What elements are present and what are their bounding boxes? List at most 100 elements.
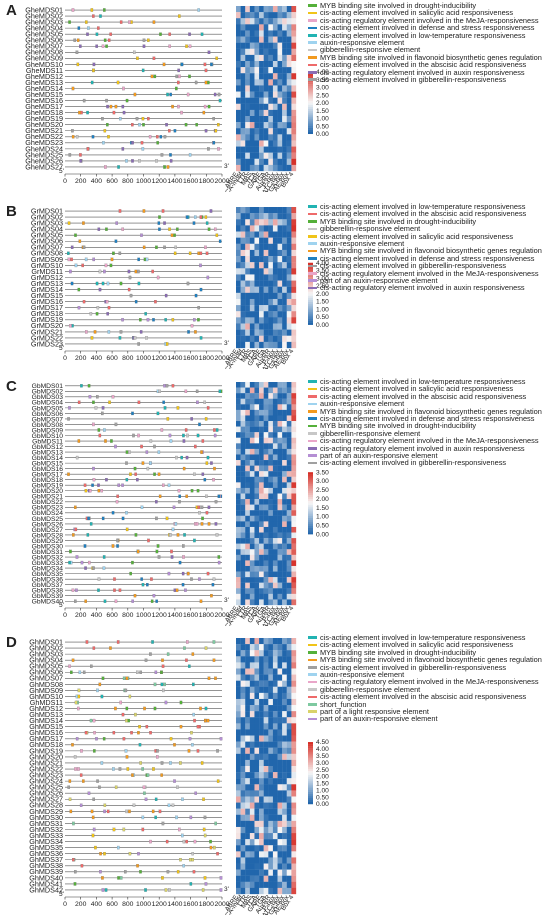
legend-label: part of an auxin-responsive element [320, 714, 438, 724]
heatmap-cell [272, 482, 278, 489]
heatmap-cell [249, 48, 255, 56]
motif-mark [155, 516, 158, 521]
motif-mark [141, 68, 145, 73]
heatmap-cell [282, 814, 287, 822]
heatmap-cell [240, 404, 246, 411]
colorbar-segment [308, 86, 313, 89]
heatmap-cell [263, 599, 269, 606]
heatmap-cell [245, 772, 250, 779]
legend-swatch [308, 26, 317, 30]
heatmap-cell [259, 109, 264, 117]
legend-swatch [308, 257, 317, 260]
heatmap-cell [240, 577, 246, 583]
motif-mark [116, 845, 120, 850]
colorbar-segment [308, 478, 313, 481]
motif-mark [195, 389, 199, 393]
heatmap-cell [272, 747, 278, 754]
heatmap-cell [259, 24, 264, 31]
heatmap-cell [291, 465, 297, 472]
legend-swatch [308, 33, 317, 37]
heatmap-cell [240, 24, 246, 31]
motif-mark [107, 135, 110, 139]
heatmap-cell [240, 717, 246, 724]
heatmap-cell [240, 437, 246, 444]
heatmap-cell [240, 42, 246, 49]
heatmap-cell [240, 243, 246, 251]
heatmap-cell [240, 274, 246, 281]
motif-mark [69, 324, 72, 328]
heatmap-cell [277, 225, 283, 232]
motif-mark [79, 803, 83, 807]
heatmap-cell [245, 686, 250, 694]
heatmap-cell [286, 487, 292, 494]
motif-mark [102, 566, 106, 570]
motif-mark [149, 730, 152, 735]
heatmap-cell [249, 152, 255, 159]
legend-label: short_function [320, 699, 367, 709]
heatmap-cell [277, 140, 283, 147]
heatmap-cell [263, 421, 269, 427]
gene-label: GhMDS10 [29, 692, 63, 701]
motif-mark [76, 706, 80, 711]
motif-mark [178, 827, 181, 832]
motif-mark [99, 870, 102, 874]
heatmap-cell [263, 36, 269, 43]
motif-mark [103, 428, 106, 432]
heatmap-cell [259, 207, 264, 214]
heatmap-cell [291, 560, 297, 567]
gene-label: GrMDS01 [31, 206, 63, 215]
motif-mark [92, 477, 96, 482]
heatmap-cell [291, 526, 297, 533]
motif-mark [152, 318, 155, 322]
heatmap-cell [254, 674, 260, 681]
gene-label: GrMDS21 [31, 327, 63, 336]
heatmap-cell [245, 753, 250, 761]
heatmap-cell [282, 219, 287, 226]
heatmap-cell [282, 243, 287, 251]
heatmap-cell [245, 482, 250, 489]
motif-mark [70, 281, 74, 286]
heatmap-cell [259, 409, 264, 416]
heatmap-cell [286, 820, 292, 828]
motif-mark [105, 44, 108, 48]
motif-mark [173, 743, 176, 747]
colorbar-segment [308, 752, 313, 755]
colorbar-tick-label: 0.50 [316, 314, 329, 321]
heatmap-cell [291, 863, 297, 870]
heatmap-cell [277, 134, 283, 141]
motif-mark [188, 153, 192, 157]
legend-swatch [308, 227, 317, 231]
motif-mark [91, 833, 95, 838]
heatmap-cell [236, 341, 241, 349]
heatmap-cell [259, 225, 264, 232]
motif-mark [101, 406, 105, 410]
gene-label: GhMDS16 [29, 728, 63, 737]
heatmap-cell [291, 826, 297, 834]
heatmap-cell [236, 521, 241, 528]
heatmap-cell [249, 140, 255, 147]
heatmap-cell [291, 249, 297, 257]
heatmap-cell [259, 521, 264, 528]
legend-label: part of an auxin-responsive element [320, 450, 438, 460]
heatmap-cell [254, 213, 260, 220]
panel-d: D GhMDS01 GhMDS02 GhMDS03 GhMDS04 GhMDS05 GhM… [0, 632, 550, 915]
heatmap-cell [240, 723, 246, 730]
scale-tick-label: 400 [91, 178, 103, 185]
heatmap-cell [240, 54, 246, 62]
heatmap-cell [263, 73, 269, 80]
motif-mark [150, 577, 153, 581]
heatmap-cell [272, 845, 278, 852]
heatmap-cell [282, 881, 287, 889]
colorbar-segment [308, 92, 313, 95]
heatmap-cell [240, 593, 246, 600]
motif-mark [90, 8, 94, 12]
motif-mark [79, 773, 83, 777]
motif-mark [202, 827, 206, 832]
heatmap-cell [245, 249, 250, 257]
heatmap-cell [268, 286, 274, 293]
heatmap-cell [277, 415, 283, 422]
motif-mark [121, 227, 125, 231]
heatmap-cell [240, 826, 246, 834]
heatmap-cell [291, 426, 297, 433]
heatmap-cell [249, 526, 255, 533]
